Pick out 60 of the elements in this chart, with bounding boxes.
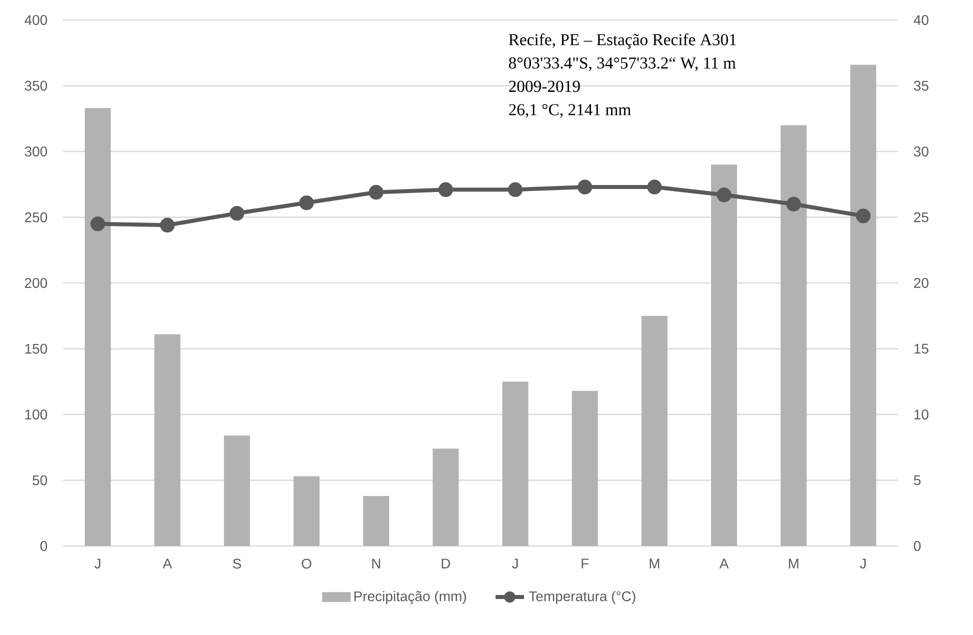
bar — [502, 382, 528, 546]
x-tick-label: F — [582, 558, 589, 568]
y-tick-label: 350 — [24, 80, 48, 91]
bar — [572, 390, 598, 546]
x-tick-label: N — [372, 558, 380, 568]
bar — [84, 108, 111, 546]
point — [578, 180, 592, 194]
y-tick-label: 50 — [32, 475, 48, 486]
point — [856, 208, 871, 224]
x-tick-label: D — [442, 558, 450, 568]
y-tick-label: 250 — [24, 212, 48, 222]
point — [647, 180, 662, 194]
bar — [711, 164, 738, 546]
annotation: 8°03'33.4"S, 34°57'33.2“ W, 11 m — [508, 57, 736, 72]
point — [438, 182, 454, 197]
x-tick-label: A — [162, 558, 172, 568]
y2-tick-label: 5 — [914, 475, 921, 486]
y2-tick-label: 0 — [914, 541, 921, 551]
bar — [294, 476, 320, 546]
y-tick-label: 300 — [24, 146, 48, 156]
annotation: Recife, PE – Estação Recife A301 — [508, 33, 736, 49]
x-tick-label: J — [860, 558, 866, 568]
y-tick-label: 150 — [25, 344, 48, 354]
bar — [432, 448, 459, 546]
y2-tick-label: 10 — [914, 410, 928, 420]
y-tick-label: 100 — [25, 410, 48, 420]
x-tick-label: J — [512, 558, 518, 568]
point — [90, 216, 106, 232]
bar — [780, 125, 807, 546]
point — [299, 195, 314, 210]
x-tick-label: J — [94, 558, 100, 568]
point — [786, 196, 801, 212]
y2-tick-label: 30 — [914, 146, 928, 156]
y2-tick-label: 20 — [914, 278, 928, 288]
x-tick-label: O — [302, 558, 312, 569]
y2-tick-label: 15 — [914, 344, 928, 354]
point — [716, 188, 732, 202]
point — [230, 206, 244, 221]
x-tick-label: S — [232, 558, 241, 569]
annotation: 26,1 °C, 2141 mm — [509, 104, 631, 118]
y-tick-label: 0 — [40, 541, 48, 551]
point — [508, 182, 523, 197]
y2-tick-label: 25 — [914, 212, 928, 222]
point — [160, 218, 175, 232]
point — [368, 184, 384, 200]
annotation: 2009-2019 — [509, 80, 580, 92]
bar — [363, 496, 390, 546]
legend-label: Precipitação (mm) — [354, 590, 466, 604]
bar — [154, 334, 180, 546]
y2-tick-label: 35 — [914, 80, 928, 91]
bar — [641, 316, 668, 546]
bar — [850, 64, 876, 546]
y-tick-label: 400 — [24, 15, 48, 25]
x-tick-label: M — [788, 558, 798, 568]
y2-tick-label: 40 — [914, 15, 928, 25]
bar — [224, 436, 250, 546]
y-tick-label: 200 — [24, 278, 48, 288]
x-tick-label: A — [719, 558, 729, 568]
x-tick-label: M — [650, 558, 660, 568]
legend-label: Temperatura (°C) — [528, 590, 636, 604]
